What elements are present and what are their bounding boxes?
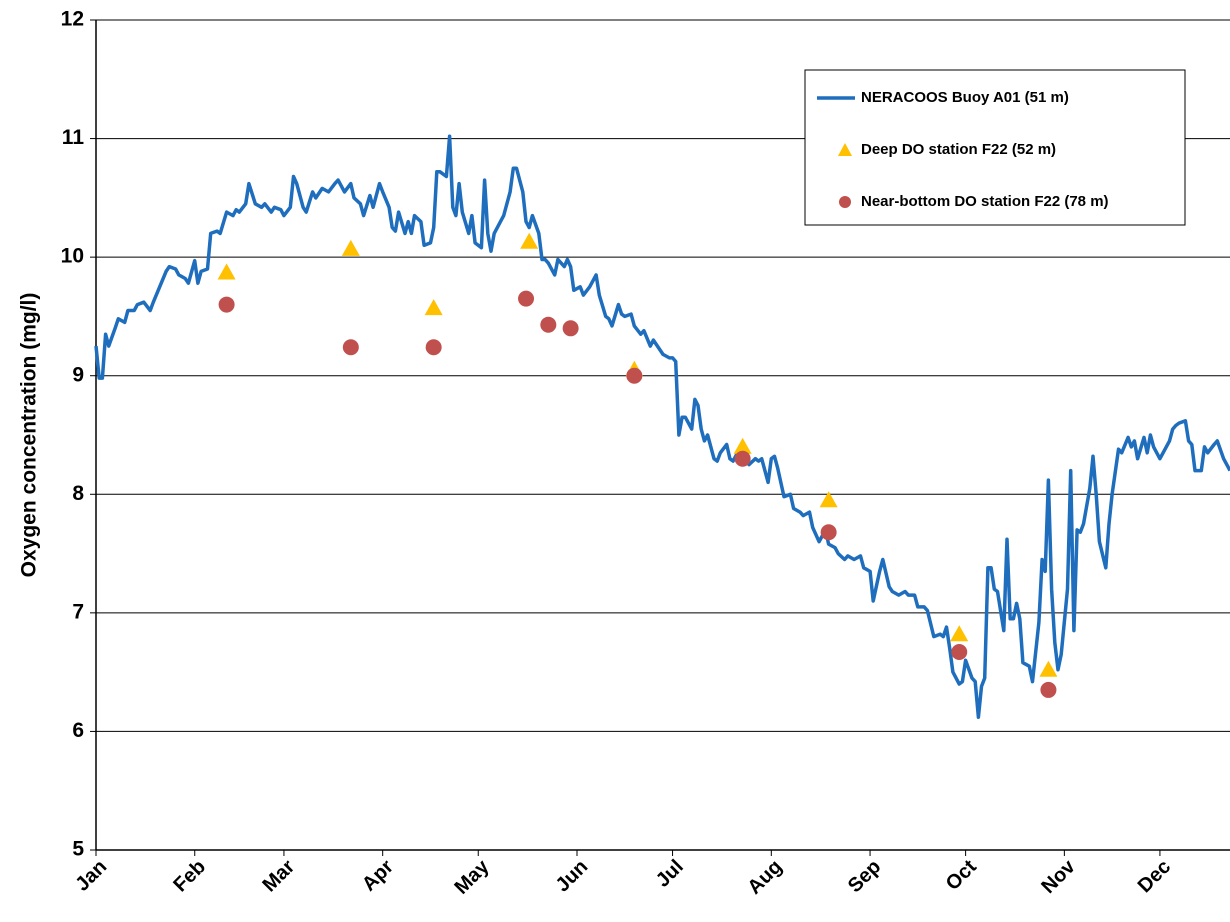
x-tick-label: Sep — [844, 856, 885, 897]
y-tick-label: 5 — [72, 838, 84, 861]
x-tick-label: Mar — [258, 856, 299, 897]
y-tick-label: 12 — [61, 8, 84, 31]
triangle-marker — [733, 437, 752, 454]
legend-marker — [839, 196, 851, 208]
triangle-marker — [424, 299, 443, 316]
legend-label: Near-bottom DO station F22 (78 m) — [861, 193, 1109, 210]
x-tick-label: Jan — [71, 856, 111, 896]
x-tick-label: Nov — [1037, 855, 1080, 898]
circle-marker — [425, 339, 442, 356]
data-line — [94, 134, 1230, 719]
triangle-marker — [1039, 660, 1058, 677]
circle-marker — [820, 524, 837, 541]
triangle-marker — [217, 263, 236, 280]
x-tick-label: Jul — [652, 856, 688, 892]
circle-marker — [218, 296, 235, 313]
legend-label: NERACOOS Buoy A01 (51 m) — [861, 89, 1069, 106]
legend-label: Deep DO station F22 (52 m) — [861, 141, 1056, 158]
legend-marker — [838, 143, 852, 156]
y-tick-label: 9 — [72, 363, 84, 386]
circle-marker — [540, 316, 557, 333]
x-tick-label: Jun — [552, 856, 593, 897]
x-tick-label: Aug — [744, 856, 787, 899]
circle-marker — [626, 367, 643, 384]
y-tick-label: 6 — [72, 719, 84, 742]
circle-marker — [951, 643, 968, 660]
triangle-marker — [520, 232, 539, 249]
y-tick-label: 11 — [62, 126, 85, 149]
y-tick-label: 7 — [72, 600, 84, 623]
triangle-marker — [341, 239, 360, 256]
x-tick-label: May — [450, 855, 494, 899]
x-tick-label: Apr — [358, 856, 398, 896]
x-tick-label: Oct — [942, 855, 981, 894]
y-tick-label: 8 — [72, 482, 84, 505]
y-axis-label: Oxygen concentration (mg/l) — [18, 293, 41, 578]
x-tick-label: Feb — [169, 856, 210, 897]
circle-marker — [518, 290, 535, 307]
triangle-marker — [819, 491, 838, 508]
legend-box — [804, 69, 1186, 226]
y-tick-label: 10 — [61, 245, 84, 268]
triangle-marker — [950, 625, 969, 642]
circle-marker — [1040, 681, 1057, 698]
x-tick-label: Dec — [1134, 856, 1176, 898]
circle-marker — [342, 339, 359, 356]
circle-marker — [734, 450, 751, 467]
circle-marker — [562, 320, 579, 337]
